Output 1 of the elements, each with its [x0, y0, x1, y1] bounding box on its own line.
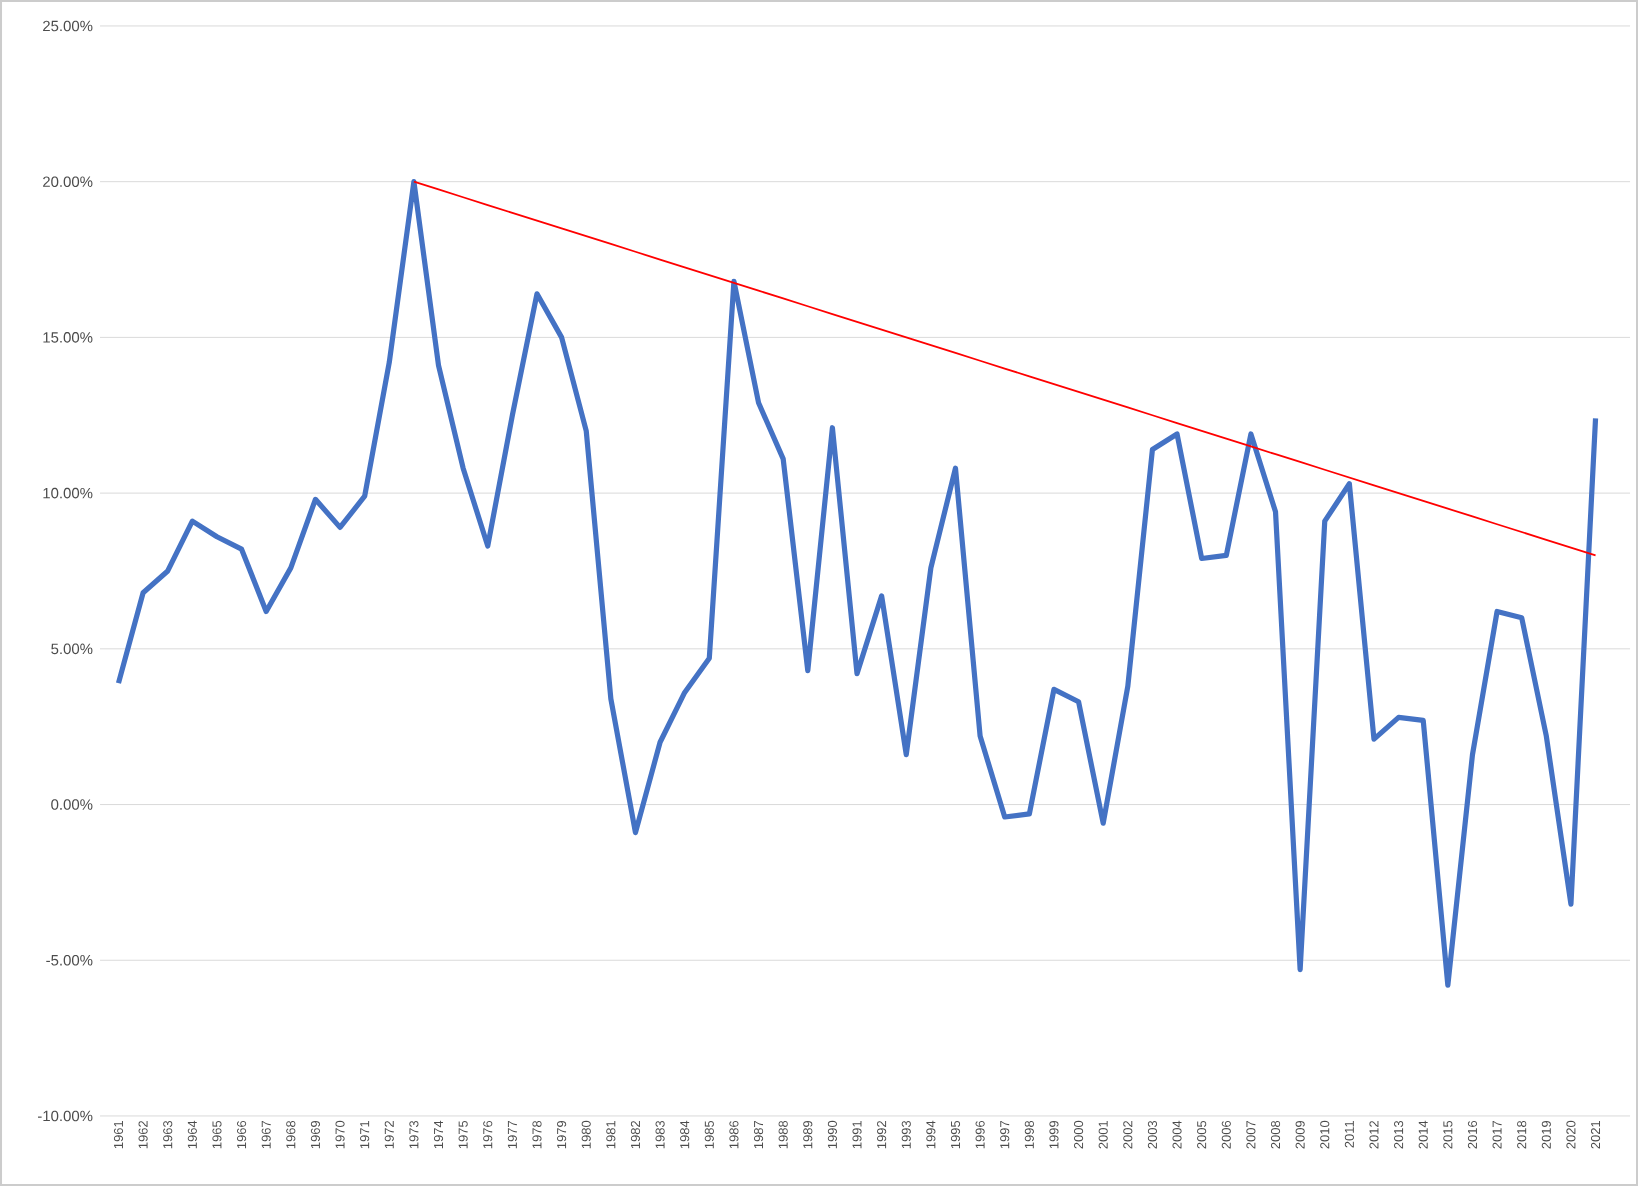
line-series [115, 179, 1599, 988]
